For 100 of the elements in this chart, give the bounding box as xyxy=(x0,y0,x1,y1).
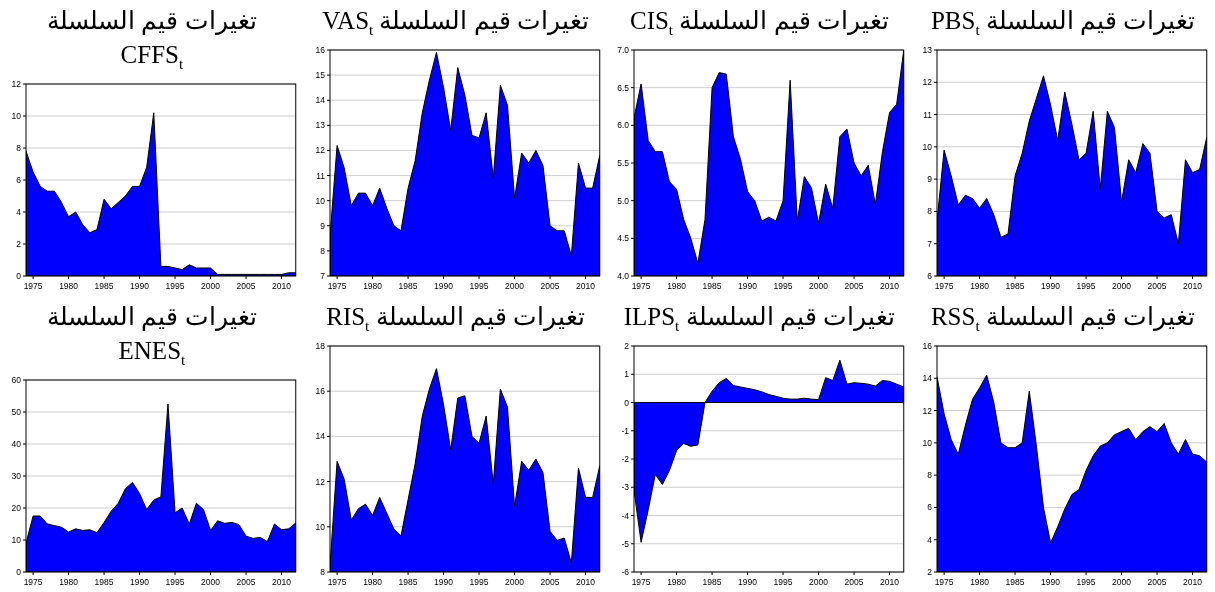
x-tick-label: 1980 xyxy=(970,281,990,291)
y-tick-label: 10 xyxy=(11,535,22,545)
y-tick-label: 40 xyxy=(11,439,22,449)
y-tick-label: 1 xyxy=(623,369,629,380)
x-tick-label: 2000 xyxy=(201,281,221,291)
x-tick-label: 1990 xyxy=(1041,577,1061,587)
y-tick-label: 5.0 xyxy=(616,195,629,206)
y-tick-label: 15 xyxy=(315,70,326,81)
y-tick-label: 12 xyxy=(315,476,326,487)
y-tick-label: -1 xyxy=(620,425,629,436)
y-tick-label: 2 xyxy=(16,239,22,249)
x-tick-label: 2010 xyxy=(272,281,292,291)
y-tick-label: 9 xyxy=(927,174,933,185)
y-tick-label: 6 xyxy=(927,271,933,281)
y-tick-label: 11 xyxy=(923,109,933,120)
x-tick-label: 2005 xyxy=(236,577,256,587)
x-tick-label: 1990 xyxy=(130,577,150,587)
y-tick-label: 4.0 xyxy=(616,271,629,281)
y-tick-label: -2 xyxy=(620,454,629,464)
x-tick-label: 1995 xyxy=(469,281,489,291)
x-tick-label: 1980 xyxy=(362,281,383,291)
x-tick-label: 2005 xyxy=(844,577,864,587)
x-tick-label: 2010 xyxy=(879,577,899,587)
x-tick-label: 2005 xyxy=(844,281,864,291)
x-tick-label: 1985 xyxy=(1005,281,1026,291)
y-tick-label: 14 xyxy=(922,373,933,384)
y-tick-label: -3 xyxy=(620,482,629,493)
x-tick-label: 1975 xyxy=(631,577,651,587)
x-tick-label: 1975 xyxy=(23,577,43,587)
x-tick-label: 2000 xyxy=(808,577,828,587)
y-tick-label: 12 xyxy=(11,79,22,89)
x-tick-label: 1990 xyxy=(433,281,454,291)
x-tick-label: 2000 xyxy=(201,577,221,587)
x-tick-label: 1975 xyxy=(934,577,955,587)
y-tick-label: 8 xyxy=(16,143,22,153)
y-tick-label: 6 xyxy=(16,175,22,185)
x-tick-label: 1975 xyxy=(327,281,347,291)
x-tick-label: 1985 xyxy=(94,577,114,587)
x-tick-label: 1990 xyxy=(737,577,757,587)
y-tick-label: 10 xyxy=(11,111,22,121)
x-tick-label: 1980 xyxy=(362,577,383,587)
x-tick-label: 1980 xyxy=(59,577,79,587)
x-tick-label: 2005 xyxy=(1147,281,1168,291)
y-tick-label: 20 xyxy=(11,503,22,513)
x-tick-label: 2000 xyxy=(504,577,525,587)
y-tick-label: 14 xyxy=(315,431,326,442)
y-tick-label: 8 xyxy=(927,470,933,481)
y-tick-label: 16 xyxy=(315,386,326,397)
y-tick-label: 0 xyxy=(16,271,22,281)
y-tick-label: 10 xyxy=(315,195,326,206)
x-tick-label: 1995 xyxy=(1076,577,1097,587)
y-tick-label: 11 xyxy=(315,170,326,181)
y-tick-label: 4 xyxy=(927,534,933,545)
y-tick-label: 13 xyxy=(922,45,933,55)
x-tick-label: 2010 xyxy=(272,577,292,587)
y-tick-label: 8 xyxy=(927,206,933,217)
x-tick-label: 2010 xyxy=(879,281,899,291)
x-tick-label: 2000 xyxy=(1112,577,1132,587)
y-tick-label: 6.0 xyxy=(616,120,629,131)
y-tick-label: 10 xyxy=(922,437,933,448)
x-tick-label: 1980 xyxy=(970,577,990,587)
x-tick-label: 1985 xyxy=(1005,577,1026,587)
x-tick-label: 2000 xyxy=(1112,281,1132,291)
x-tick-label: 1990 xyxy=(130,281,150,291)
y-tick-label: 12 xyxy=(922,77,933,88)
x-tick-label: 1980 xyxy=(666,577,686,587)
x-tick-label: 2000 xyxy=(808,281,828,291)
y-tick-label: 5.5 xyxy=(616,158,629,168)
x-tick-label: 2000 xyxy=(504,281,525,291)
y-tick-label: -4 xyxy=(620,510,629,521)
y-tick-label: 0 xyxy=(623,397,629,408)
x-tick-label: 1985 xyxy=(398,577,418,587)
y-tick-label: -5 xyxy=(620,538,629,549)
y-tick-label: 14 xyxy=(315,95,326,106)
x-tick-label: 1985 xyxy=(702,281,722,291)
x-tick-label: 1975 xyxy=(631,281,651,291)
y-tick-label: -6 xyxy=(620,567,629,577)
y-tick-label: 7 xyxy=(927,238,933,249)
y-tick-label: 30 xyxy=(11,471,22,481)
x-tick-label: 2005 xyxy=(236,281,256,291)
y-tick-label: 8 xyxy=(320,567,326,577)
y-tick-label: 4 xyxy=(16,207,22,217)
x-tick-label: 1995 xyxy=(469,577,489,587)
x-tick-label: 1990 xyxy=(737,281,757,291)
x-tick-label: 1975 xyxy=(327,577,347,587)
y-tick-label: 10 xyxy=(922,141,933,152)
x-tick-label: 1985 xyxy=(702,577,722,587)
x-tick-label: 2005 xyxy=(540,281,560,291)
x-tick-label: 1995 xyxy=(773,577,793,587)
y-tick-label: 50 xyxy=(11,407,22,417)
x-tick-label: 1995 xyxy=(1076,281,1097,291)
y-tick-label: 18 xyxy=(315,341,326,351)
y-tick-label: 6 xyxy=(927,502,933,513)
x-tick-label: 2010 xyxy=(1183,281,1203,291)
y-tick-label: 16 xyxy=(315,45,326,55)
x-tick-label: 1985 xyxy=(94,281,114,291)
x-tick-label: 1990 xyxy=(433,577,454,587)
x-tick-label: 1975 xyxy=(934,281,955,291)
x-tick-label: 1975 xyxy=(23,281,43,291)
y-tick-label: 10 xyxy=(315,521,326,532)
